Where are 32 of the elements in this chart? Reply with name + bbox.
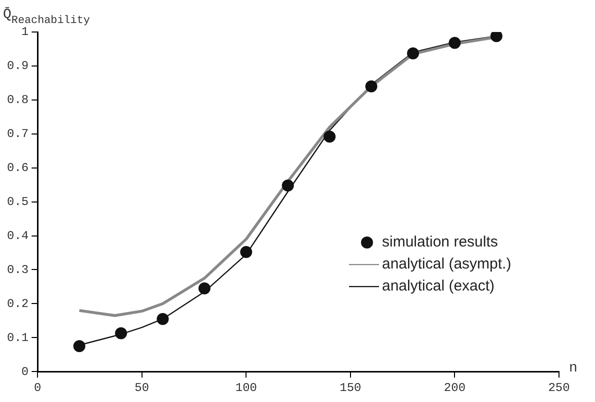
legend-label: analytical (exact) bbox=[382, 278, 495, 295]
x-tick-label: 200 bbox=[444, 380, 466, 395]
x-tick-label: 0 bbox=[34, 380, 42, 395]
point bbox=[240, 246, 252, 258]
point bbox=[73, 340, 86, 352]
y-tick-label: 0.6 bbox=[6, 161, 29, 176]
point bbox=[407, 47, 420, 60]
x-tick-label: 150 bbox=[340, 380, 362, 395]
y-tick-label: 0.7 bbox=[6, 127, 29, 142]
point bbox=[490, 32, 502, 42]
x-tick-label: 100 bbox=[235, 380, 257, 395]
point bbox=[282, 180, 294, 192]
y-tick-label: 0.3 bbox=[6, 262, 29, 277]
point bbox=[324, 130, 336, 143]
legend-label: analytical (asympt.) bbox=[382, 256, 512, 273]
y-tick-label: 0.5 bbox=[6, 194, 29, 209]
x-axis-title: n bbox=[569, 360, 578, 376]
y-tick-label: 0.8 bbox=[6, 93, 29, 108]
y-tick-label: 0.9 bbox=[6, 59, 29, 74]
point bbox=[198, 282, 210, 294]
point bbox=[115, 327, 128, 340]
x-tick-label: 50 bbox=[134, 380, 150, 395]
y-tick-label: 1 bbox=[21, 25, 29, 40]
point bbox=[156, 312, 169, 325]
y-tick-label: 0 bbox=[21, 364, 29, 379]
y-tick-label: 0.2 bbox=[6, 296, 29, 311]
point bbox=[448, 36, 461, 49]
point bbox=[365, 80, 378, 92]
x-tick-label: 250 bbox=[548, 380, 570, 395]
y-tick-label: 0.4 bbox=[6, 228, 29, 243]
y-tick-label: 0.1 bbox=[6, 330, 29, 345]
legend-label: simulation results bbox=[382, 234, 498, 251]
